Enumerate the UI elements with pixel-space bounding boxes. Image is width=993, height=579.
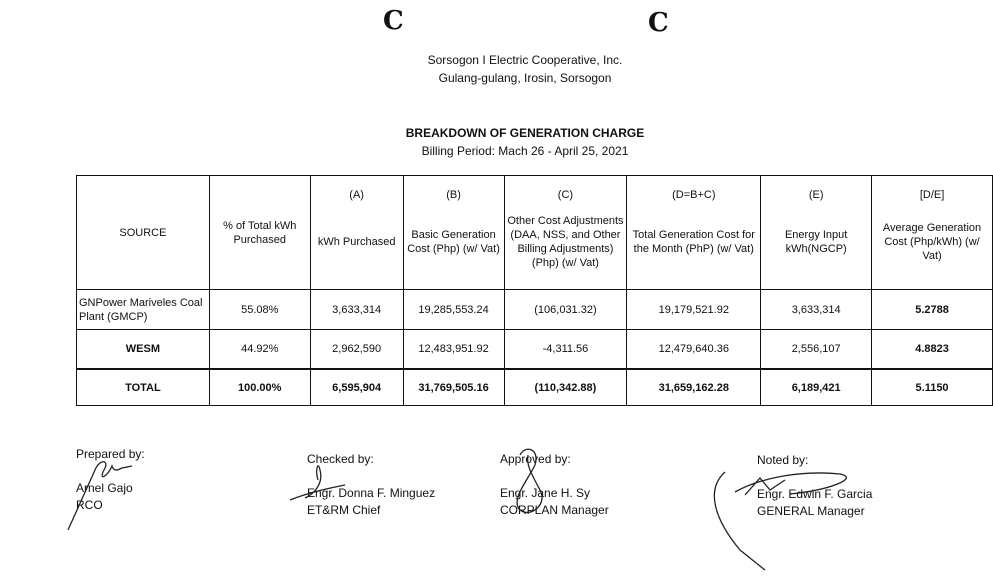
logo-mark-left: C bbox=[383, 6, 404, 36]
cell: 5.1150 bbox=[871, 368, 993, 406]
column-header: (D=B+C) Total Generation Cost for the Mon… bbox=[626, 175, 762, 290]
signatory-approved: Approved by: Engr. Jane H. Sy CORPLAN Ma… bbox=[500, 451, 609, 519]
cell: 3,633,314 bbox=[760, 289, 873, 330]
column-header: [D/E] Average Generation Cost (Php/kWh) (… bbox=[871, 175, 993, 290]
cell: -4,311.56 bbox=[503, 329, 628, 370]
signatory-name: Engr. Jane H. Sy bbox=[500, 486, 591, 500]
cell: 6,595,904 bbox=[309, 368, 404, 406]
signatory-role: Noted by: bbox=[757, 453, 809, 467]
signatory-name: Arnel Gajo bbox=[76, 481, 133, 495]
generation-charge-table: SOURCE % of Total kWh Purchased (A) kWh P… bbox=[76, 175, 993, 406]
column-header: SOURCE bbox=[76, 175, 210, 290]
cell: 44.92% bbox=[208, 329, 311, 370]
signatory-position: CORPLAN Manager bbox=[500, 503, 609, 517]
cell: 5.2788 bbox=[871, 289, 993, 330]
signatory-prepared: Prepared by: Arnel Gajo RCO bbox=[76, 446, 145, 514]
cell: (106,031.32) bbox=[503, 289, 628, 330]
column-header: (C) Other Cost Adjustments (DAA, NSS, and… bbox=[503, 175, 628, 290]
signatory-checked: Checked by: Engr. Donna F. Minguez ET&RM… bbox=[307, 451, 435, 519]
cell: 55.08% bbox=[208, 289, 311, 330]
table-total-row: TOTAL 100.00% 6,595,904 31,769,505.16 (1… bbox=[76, 368, 993, 406]
signatory-role: Prepared by: bbox=[76, 447, 145, 461]
signatory-role: Checked by: bbox=[307, 452, 374, 466]
logo-mark-right: C bbox=[648, 8, 669, 38]
signatory-name: Engr. Edwin F. Garcia bbox=[757, 487, 873, 501]
cell-source: WESM bbox=[76, 329, 210, 370]
cell: 100.00% bbox=[208, 368, 311, 406]
cell: 31,769,505.16 bbox=[402, 368, 505, 406]
signatory-name: Engr. Donna F. Minguez bbox=[307, 486, 436, 500]
table-row: WESM 44.92% 2,962,590 12,483,951.92 -4,3… bbox=[76, 329, 993, 370]
cell: 6,189,421 bbox=[760, 368, 873, 406]
billing-period: Billing Period: Mach 26 - April 25, 2021 bbox=[421, 144, 629, 158]
cell: 31,659,162.28 bbox=[626, 368, 762, 406]
cell-source: TOTAL bbox=[76, 368, 210, 406]
signatory-noted: Noted by: Engr. Edwin F. Garcia GENERAL … bbox=[757, 452, 872, 520]
cell: 19,285,553.24 bbox=[402, 289, 505, 330]
column-header: (E) Energy Input kWh(NGCP) bbox=[760, 175, 873, 290]
document-title: BREAKDOWN OF GENERATION CHARGE bbox=[405, 126, 645, 140]
cell: 12,483,951.92 bbox=[402, 329, 505, 370]
signatory-position: ET&RM Chief bbox=[307, 503, 381, 517]
signatory-position: GENERAL Manager bbox=[757, 504, 865, 518]
organization-address: Gulang-gulang, Irosin, Sorsogon bbox=[438, 71, 612, 85]
cell: 19,179,521.92 bbox=[626, 289, 762, 330]
column-header: (A) kWh Purchased bbox=[309, 175, 404, 290]
signatory-position: RCO bbox=[76, 498, 103, 512]
cell: 3,633,314 bbox=[309, 289, 404, 330]
table-row: GNPower Mariveles Coal Plant (GMCP) 55.0… bbox=[76, 289, 993, 330]
cell: 2,962,590 bbox=[309, 329, 404, 370]
cell: (110,342.88) bbox=[503, 368, 628, 406]
organization-name: Sorsogon I Electric Cooperative, Inc. bbox=[427, 53, 623, 67]
table-header-row: SOURCE % of Total kWh Purchased (A) kWh P… bbox=[76, 175, 993, 290]
column-header: (B) Basic Generation Cost (Php) (w/ Vat) bbox=[402, 175, 505, 290]
signatory-role: Approved by: bbox=[500, 452, 571, 466]
